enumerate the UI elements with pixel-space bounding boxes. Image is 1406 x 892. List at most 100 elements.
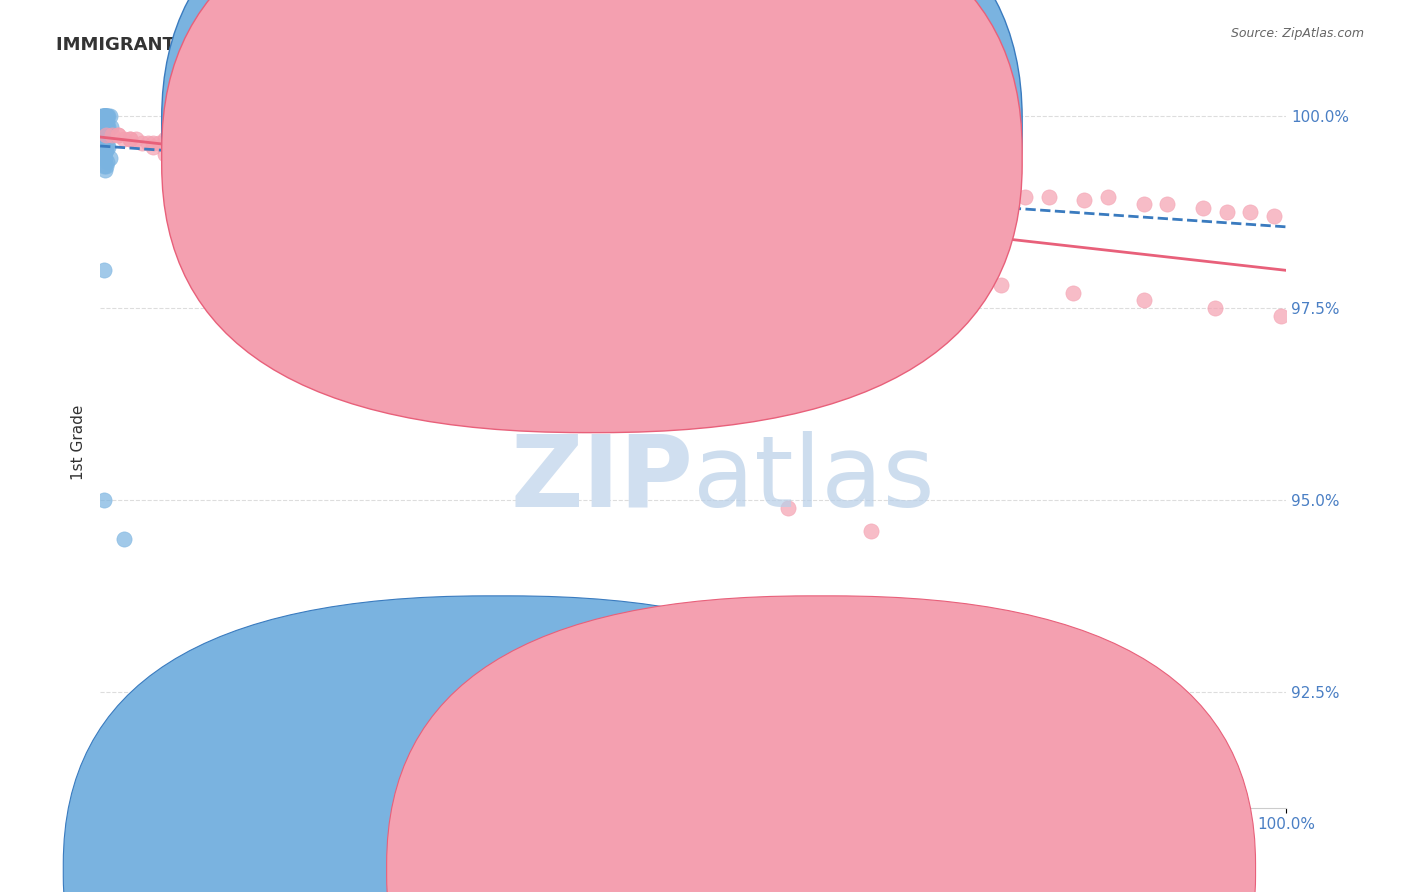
Point [219,136,242,150]
Point [1062,285,1084,300]
Text: R = 0.500   N = 115: R = 0.500 N = 115 [598,152,779,169]
Point [1132,197,1154,211]
Point [172,128,194,142]
Text: IMMIGRANTS FROM BELGIUM VS KOREAN 1ST GRADE CORRELATION CHART: IMMIGRANTS FROM BELGIUM VS KOREAN 1ST GR… [56,36,815,54]
Text: Koreans: Koreans [844,863,904,877]
Point [516,159,538,173]
Point [177,144,200,158]
Point [415,189,437,203]
Point [326,139,349,153]
Point [93,117,115,131]
Point [481,151,503,165]
Point [91,109,114,123]
Point [398,144,420,158]
Point [208,136,231,150]
Point [527,159,550,173]
Point [93,262,115,277]
Point [93,124,115,138]
Point [107,128,129,142]
Point [503,155,526,169]
Text: Immigrants from Belgium: Immigrants from Belgium [520,863,716,877]
Point [1073,194,1095,208]
Point [94,139,117,153]
Point [93,132,115,146]
Point [93,159,115,173]
Point [326,170,349,185]
Point [94,117,117,131]
Point [450,197,472,211]
Point [184,132,207,146]
Point [131,136,153,150]
Point [730,170,752,185]
Point [361,139,384,153]
Point [444,151,467,165]
Point [94,109,117,123]
Point [599,227,621,242]
Point [97,109,120,123]
Point [931,274,953,288]
Point [93,120,115,135]
Point [91,117,114,131]
Point [94,124,117,138]
Point [94,144,117,158]
Point [540,162,562,177]
Point [160,110,183,124]
Point [308,170,330,185]
Point [468,147,491,161]
Point [278,128,301,142]
Point [800,174,823,188]
Point [98,109,121,123]
Text: Source: ZipAtlas.com: Source: ZipAtlas.com [1230,27,1364,40]
Point [824,262,846,277]
Point [201,155,224,169]
Point [361,178,384,192]
Point [93,128,115,142]
Point [380,182,402,196]
Point [94,162,117,177]
Point [190,151,212,165]
Point [420,144,443,158]
Point [385,144,408,158]
Point [1156,197,1178,211]
Point [942,186,965,200]
Point [96,155,118,169]
Point [492,155,515,169]
Point [155,147,177,161]
Point [516,209,538,223]
Point [564,159,586,173]
Point [872,267,894,281]
Point [107,128,129,142]
Point [94,136,117,150]
Point [278,132,301,146]
Point [94,117,117,131]
Point [94,159,117,173]
Point [93,111,115,125]
Point [96,109,118,123]
Point [540,217,562,231]
Point [90,109,112,123]
Point [195,132,218,146]
Point [741,247,763,261]
Point [433,147,456,161]
Point [350,144,373,158]
Point [148,136,170,150]
Point [634,162,657,177]
Point [94,132,117,146]
Point [93,136,115,150]
Point [398,186,420,200]
Point [94,124,117,138]
Point [118,132,141,146]
Point [254,136,277,150]
Point [243,139,266,153]
Point [920,182,942,196]
Point [291,128,314,142]
Point [979,186,1001,200]
Point [97,139,120,153]
Point [125,132,148,146]
Point [859,524,882,538]
Point [96,117,118,131]
Point [93,109,115,123]
Point [160,136,183,150]
Point [610,159,633,173]
Point [433,194,456,208]
